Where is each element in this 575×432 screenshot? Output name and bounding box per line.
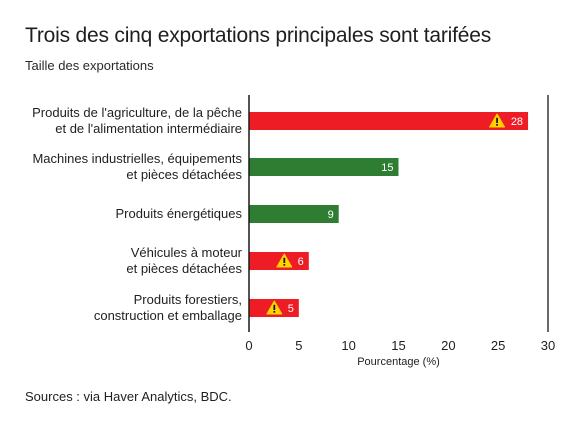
chart-subtitle: Taille des exportations <box>25 58 154 73</box>
x-tick-label: 25 <box>491 338 505 353</box>
category-label: Véhicules à moteur <box>131 245 243 260</box>
category-label: et pièces détachées <box>126 261 242 276</box>
warning-exclamation-bar <box>283 257 286 263</box>
category-label: Produits énergétiques <box>116 206 243 221</box>
warning-triangle-icon <box>489 113 506 128</box>
x-tick-label: 15 <box>391 338 405 353</box>
warning-exclamation-bar <box>496 117 498 123</box>
chart-title: Trois des cinq exportations principales … <box>25 24 492 47</box>
category-label: Machines industrielles, équipements <box>32 151 242 166</box>
bar-value-label: 5 <box>288 303 294 315</box>
warning-exclamation-dot <box>496 124 498 126</box>
warning-exclamation-bar <box>273 304 276 310</box>
warning-triangle-icon <box>266 300 283 315</box>
category-label: et de l'alimentation intermédiaire <box>55 121 242 136</box>
x-tick-label: 20 <box>441 338 455 353</box>
x-tick-label: 30 <box>541 338 555 353</box>
bar <box>249 158 399 176</box>
category-label: Produits forestiers, <box>134 292 242 307</box>
bar <box>249 205 339 223</box>
category-label: Produits de l'agriculture, de la pêche <box>32 105 242 120</box>
bar-value-label: 15 <box>381 162 393 174</box>
x-tick-label: 5 <box>295 338 302 353</box>
warning-triangle-icon <box>276 253 293 268</box>
source-note: Sources : via Haver Analytics, BDC. <box>25 389 232 404</box>
x-axis-title: Pourcentage (%) <box>357 356 440 368</box>
category-label: construction et emballage <box>94 308 242 323</box>
bar-value-label: 28 <box>511 116 523 128</box>
bar <box>249 112 529 130</box>
warning-exclamation-dot <box>273 311 276 313</box>
x-tick-label: 0 <box>245 338 252 353</box>
x-tick-label: 10 <box>341 338 355 353</box>
category-label: et pièces détachées <box>126 167 242 182</box>
warning-exclamation-dot <box>283 264 286 266</box>
bar-value-label: 9 <box>328 209 334 221</box>
bar <box>249 252 309 270</box>
bar-value-label: 6 <box>298 256 304 268</box>
